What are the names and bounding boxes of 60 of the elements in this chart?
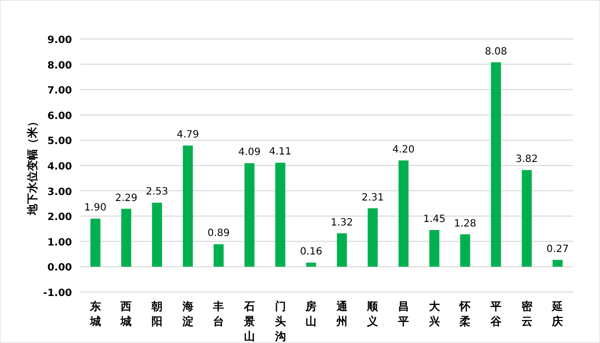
y-tick-label: 1.00 [47, 237, 72, 248]
y-tick-label: 0.00 [47, 262, 72, 274]
bar [121, 208, 132, 267]
x-tick-label: 平谷 [489, 300, 502, 328]
bar [490, 62, 501, 267]
bar [152, 202, 162, 267]
data-label: 4.20 [392, 144, 415, 156]
y-tick-label: 5.00 [47, 136, 72, 148]
data-label: 2.31 [362, 192, 384, 204]
x-tick-label: 丰台 [212, 300, 224, 328]
data-label: 4.11 [269, 146, 292, 158]
bar [398, 160, 409, 267]
data-label: 2.53 [146, 186, 168, 198]
x-tick-label: 东城 [88, 300, 101, 328]
y-tick-label: -1.00 [43, 288, 72, 299]
x-tick-label: 石景山 [242, 300, 255, 343]
data-label: 0.89 [208, 228, 230, 240]
y-tick-label: 9.00 [47, 35, 72, 46]
data-label: 0.16 [300, 246, 322, 258]
bar [429, 230, 440, 267]
data-label: 1.32 [330, 217, 354, 228]
bar [336, 233, 347, 267]
bar [90, 218, 100, 267]
bar [306, 262, 316, 267]
data-label: 4.09 [238, 147, 261, 158]
data-label: 4.79 [176, 130, 199, 141]
bar [460, 234, 470, 267]
y-tick-label: 2.00 [47, 212, 72, 224]
x-tick-label: 昌平 [397, 300, 410, 328]
y-tick-label: 4.00 [47, 162, 72, 172]
y-axis-title: 地下水位变幅（米） [26, 116, 39, 216]
bar [244, 163, 254, 267]
x-tick-label: 大兴 [428, 300, 441, 328]
y-tick-label: 6.00 [47, 110, 72, 122]
data-label: 8.08 [484, 46, 508, 58]
y-tick-label: 3.00 [47, 186, 72, 198]
bar [214, 244, 224, 267]
x-tick-label: 西城 [120, 300, 132, 328]
bar [368, 208, 378, 267]
bar [182, 146, 193, 267]
data-label: 1.28 [454, 218, 476, 230]
data-label: 1.90 [84, 202, 107, 214]
x-tick-label: 通州 [335, 300, 348, 328]
x-tick-label: 朝阳 [150, 300, 163, 328]
x-tick-label: 怀柔 [458, 300, 472, 328]
bar [522, 170, 532, 267]
y-tick-label: 8.00 [47, 60, 72, 72]
x-tick-label: 延庆 [551, 300, 564, 328]
x-tick-label: 密云 [521, 300, 534, 328]
bar [552, 260, 563, 267]
data-label: 2.29 [115, 192, 138, 204]
y-tick-label: 7.00 [47, 86, 72, 97]
data-label: 3.82 [516, 154, 538, 166]
x-tick-label: 房山 [304, 300, 317, 328]
x-tick-label: 顺义 [366, 300, 380, 328]
bar [275, 162, 286, 267]
x-tick-label: 门头沟 [274, 300, 286, 343]
data-label: 0.27 [546, 244, 569, 255]
data-label: 1.45 [423, 214, 446, 226]
x-tick-label: 海淀 [181, 300, 194, 328]
